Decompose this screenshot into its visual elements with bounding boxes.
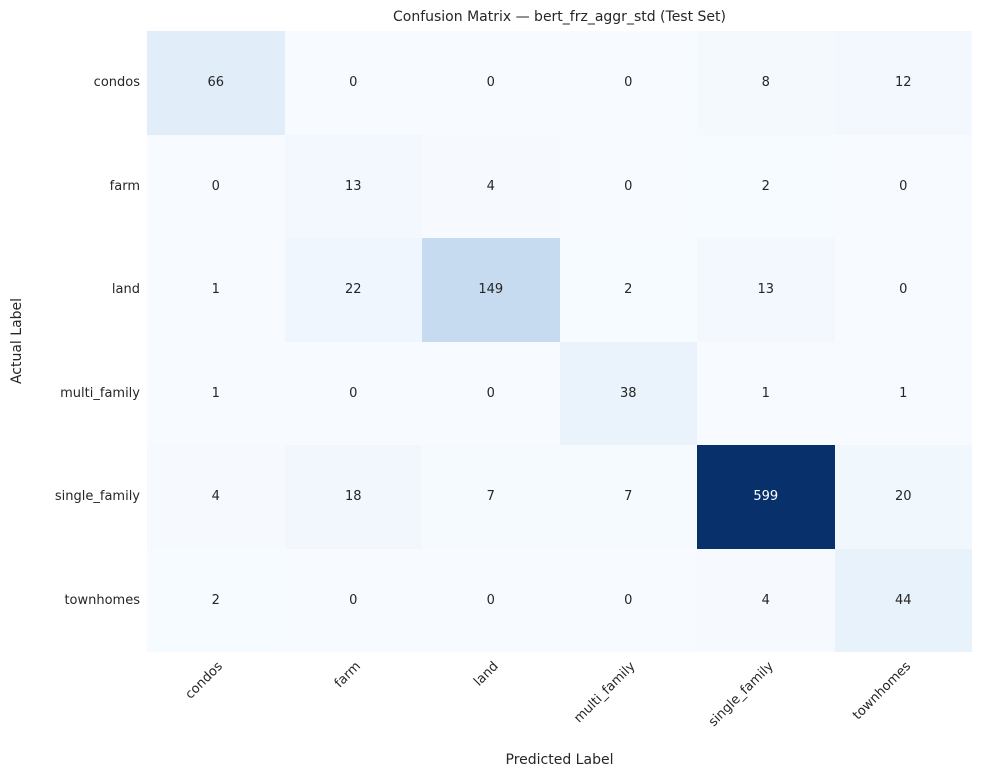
matrix-cell-land-multi_family: 2 bbox=[559, 238, 697, 342]
matrix-cell-land-condos: 1 bbox=[147, 238, 285, 342]
matrix-cell-farm-multi_family: 0 bbox=[559, 134, 697, 238]
matrix-cell-farm-single_family: 2 bbox=[697, 134, 835, 238]
matrix-cell-multi_family-condos: 1 bbox=[147, 341, 285, 445]
x-tick-multi_family: multi_family bbox=[571, 659, 639, 727]
matrix-cell-townhomes-condos: 2 bbox=[147, 548, 285, 652]
y-tick-single_family: single_family bbox=[54, 489, 140, 505]
y-tick-multi_family: multi_family bbox=[60, 385, 140, 401]
matrix-cell-townhomes-townhomes: 44 bbox=[834, 548, 972, 652]
matrix-cell-single_family-townhomes: 20 bbox=[834, 445, 972, 549]
matrix-cell-single_family-condos: 4 bbox=[147, 445, 285, 549]
x-tick-townhomes: townhomes bbox=[849, 659, 914, 724]
matrix-cell-single_family-multi_family: 7 bbox=[559, 445, 697, 549]
matrix-cell-multi_family-farm: 0 bbox=[284, 341, 422, 445]
matrix-cell-multi_family-land: 0 bbox=[422, 341, 560, 445]
x-axis-tick-labels: condos farm land multi_family single_family t… bbox=[147, 659, 972, 754]
matrix-cell-land-townhomes: 0 bbox=[834, 238, 972, 342]
matrix-cell-condos-land: 0 bbox=[422, 31, 560, 135]
y-tick-land: land bbox=[111, 282, 140, 298]
y-tick-farm: farm bbox=[109, 178, 140, 194]
matrix-cell-townhomes-single_family: 4 bbox=[697, 548, 835, 652]
matrix-cell-farm-farm: 13 bbox=[284, 134, 422, 238]
matrix-cell-condos-condos: 66 bbox=[147, 31, 285, 135]
matrix-cell-farm-land: 4 bbox=[422, 134, 560, 238]
matrix-cell-farm-townhomes: 0 bbox=[834, 134, 972, 238]
matrix-cell-condos-townhomes: 12 bbox=[834, 31, 972, 135]
x-tick-farm: farm bbox=[331, 659, 364, 692]
matrix-cell-condos-single_family: 8 bbox=[697, 31, 835, 135]
matrix-cell-single_family-single_family: 599 bbox=[697, 445, 835, 549]
matrix-cell-condos-farm: 0 bbox=[284, 31, 422, 135]
matrix-cell-townhomes-farm: 0 bbox=[284, 548, 422, 652]
matrix-cell-condos-multi_family: 0 bbox=[559, 31, 697, 135]
matrix-cell-multi_family-multi_family: 38 bbox=[559, 341, 697, 445]
matrix-cell-single_family-land: 7 bbox=[422, 445, 560, 549]
heatmap-grid: 66 0 0 0 8 12 0 13 4 0 2 0 1 22 149 2 13 0 1 0 0 38 1 1 4 18 7 7 599… bbox=[147, 31, 972, 652]
matrix-cell-land-single_family: 13 bbox=[697, 238, 835, 342]
matrix-cell-land-land: 149 bbox=[422, 238, 560, 342]
matrix-cell-townhomes-multi_family: 0 bbox=[559, 548, 697, 652]
x-tick-land: land bbox=[470, 659, 502, 690]
matrix-cell-single_family-farm: 18 bbox=[284, 445, 422, 549]
matrix-cell-multi_family-single_family: 1 bbox=[697, 341, 835, 445]
x-axis-title: Predicted Label bbox=[505, 752, 614, 768]
y-tick-condos: condos bbox=[93, 75, 140, 91]
y-tick-townhomes: townhomes bbox=[64, 592, 140, 608]
matrix-cell-multi_family-townhomes: 1 bbox=[834, 341, 972, 445]
x-tick-single_family: single_family bbox=[705, 659, 777, 730]
chart-title: Confusion Matrix — bert_frz_aggr_std (Te… bbox=[392, 9, 726, 25]
x-tick-condos: condos bbox=[182, 659, 227, 703]
matrix-cell-land-farm: 22 bbox=[284, 238, 422, 342]
matrix-cell-farm-condos: 0 bbox=[147, 134, 285, 238]
matrix-cell-townhomes-land: 0 bbox=[422, 548, 560, 652]
